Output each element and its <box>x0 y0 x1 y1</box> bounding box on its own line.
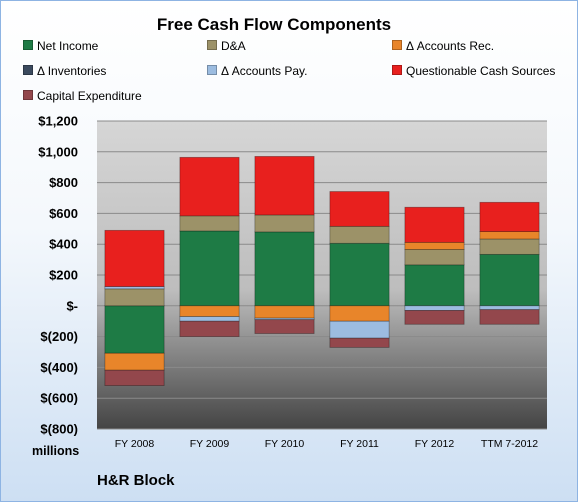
company-name: H&R Block <box>97 472 175 489</box>
y-tick-label: $(600) <box>40 391 78 406</box>
bars <box>104 156 540 386</box>
y-tick-label: $(400) <box>40 360 78 375</box>
legend-item-questionable-cash: Questionable Cash Sources <box>392 64 555 78</box>
bar-segment <box>179 316 240 322</box>
legend-item-capex: Capital Expenditure <box>23 89 142 103</box>
x-tick-label: TTM 7-2012 <box>481 438 538 450</box>
y-tick-label: $1,200 <box>38 114 78 129</box>
y-tick-label: $400 <box>49 237 78 252</box>
bar-segment <box>404 206 465 243</box>
bar-segment <box>479 231 540 240</box>
x-tick-label: FY 2010 <box>265 438 305 450</box>
bar-segment <box>104 352 165 371</box>
legend-item-accounts-pay: Δ Accounts Pay. <box>207 64 308 78</box>
y-tick-label: $600 <box>49 206 78 221</box>
legend-item-net-income: Net Income <box>23 39 98 53</box>
y-tick-label: $- <box>66 298 78 313</box>
legend-swatch <box>392 65 402 75</box>
bar-segment <box>404 264 465 307</box>
legend-swatch <box>23 65 33 75</box>
bar-segment <box>479 238 540 255</box>
bar-segment <box>479 253 540 307</box>
x-tick-label: FY 2011 <box>340 438 379 450</box>
legend-label: Capital Expenditure <box>37 89 142 103</box>
y-tick-label: $800 <box>49 175 78 190</box>
bar-segment <box>404 241 465 250</box>
bar-segment <box>329 191 390 227</box>
y-axis: $(800) $(600) $(400) $(200) $- $200 $400 $600 $8… <box>38 114 78 437</box>
legend-swatch <box>23 90 33 100</box>
x-tick-label: FY 2009 <box>190 438 230 450</box>
bar-segment <box>179 305 240 317</box>
legend-label: Δ Accounts Rec. <box>406 39 495 53</box>
bar-segment <box>404 310 465 325</box>
bar-segment <box>254 319 315 334</box>
bar-segment <box>329 337 390 348</box>
legend-item-inventories: Δ Inventories <box>23 64 106 78</box>
legend-item-accounts-rec: Δ Accounts Rec. <box>392 39 494 53</box>
legend-label: Questionable Cash Sources <box>406 64 556 78</box>
bar-segment <box>329 225 390 244</box>
grid-lines <box>97 120 547 430</box>
bar-segment <box>179 156 240 217</box>
bar-segment <box>104 369 165 386</box>
bar-segment <box>254 214 315 233</box>
x-tick-label: FY 2012 <box>415 438 455 450</box>
bar-segment <box>254 156 315 216</box>
bar-segment <box>479 305 540 311</box>
legend-swatch <box>207 65 217 75</box>
bar-segment <box>329 320 390 339</box>
legend-swatch <box>207 40 217 50</box>
legend-label: D&A <box>221 39 246 53</box>
x-tick-label: FY 2008 <box>115 438 155 450</box>
bar-segment <box>254 305 315 319</box>
bar-segment <box>179 215 240 232</box>
y-tick-label: $1,000 <box>38 144 78 159</box>
bar-segment <box>329 305 390 322</box>
legend-swatch <box>23 40 33 50</box>
y-tick-label: $200 <box>49 268 78 283</box>
bar-segment <box>479 309 540 325</box>
bar-segment <box>104 305 165 354</box>
bar-segment <box>329 242 390 307</box>
y-tick-label: $(200) <box>40 329 78 344</box>
bar-segment <box>179 230 240 307</box>
legend-label: Net Income <box>37 39 99 53</box>
legend-label: Δ Inventories <box>37 64 107 78</box>
legend-label: Δ Accounts Pay. <box>221 64 308 78</box>
y-tick-label: $(800) <box>40 422 78 437</box>
x-axis: FY 2008 FY 2009 FY 2010 FY 2011 FY 2012 TTM 7… <box>115 438 539 450</box>
bar-segment <box>404 249 465 266</box>
bar-segment <box>104 229 165 287</box>
bar-segment <box>254 231 315 307</box>
bar-segment <box>479 201 540 232</box>
bar-segment <box>179 320 240 338</box>
legend-swatch <box>392 40 402 50</box>
bar-segment <box>104 288 165 307</box>
chart-title: Free Cash Flow Components <box>156 15 392 34</box>
legend-item-da: D&A <box>207 39 246 53</box>
bar-segment <box>404 305 465 311</box>
units-label: millions <box>32 444 80 458</box>
